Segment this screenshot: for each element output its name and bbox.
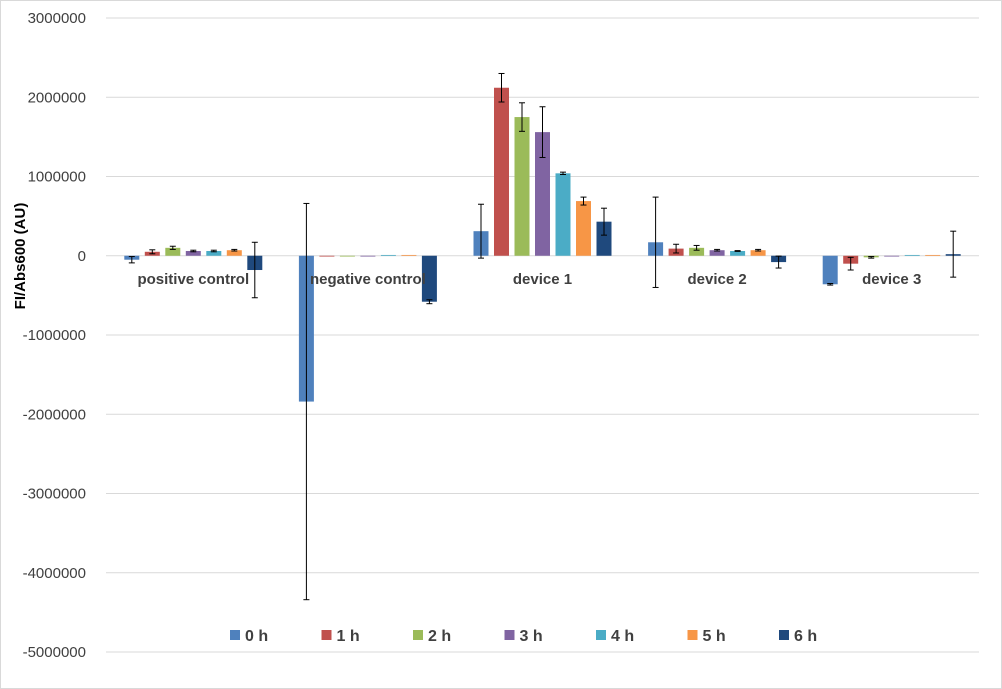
bar-negative-control-5h (401, 254, 417, 256)
legend-label: 4 h (611, 628, 634, 645)
bar-device-1-4h (555, 173, 571, 256)
error-bar (190, 249, 197, 253)
error-bar (560, 171, 566, 176)
bar-negative-control-2h (339, 255, 355, 257)
bar-device-1-3h (535, 132, 550, 256)
error-bar (775, 255, 782, 269)
error-bar (827, 282, 834, 286)
error-bar (673, 243, 680, 254)
bar-device-2-3h (709, 250, 725, 256)
legend-swatch (504, 630, 515, 640)
error-bar (652, 196, 659, 288)
legend-item: 6 h (779, 628, 817, 645)
y-axis-label: FI/Abs600 (AU) (12, 203, 29, 310)
legend-label: 5 h (703, 628, 726, 645)
bar-positive-control-5h (226, 250, 242, 256)
category-label: device 2 (687, 271, 746, 288)
legend-item: 5 h (687, 628, 726, 645)
legend-item: 3 h (504, 628, 543, 645)
error-bar (580, 196, 587, 206)
bar-device-1-6h (596, 221, 612, 256)
legend-swatch (321, 630, 332, 640)
y-tick-label: 2000000 (28, 89, 86, 106)
legend-item: 2 h (413, 628, 451, 645)
error-bar (128, 256, 135, 264)
error-bar (601, 207, 607, 236)
bar-negative-control-1h (319, 255, 335, 257)
error-bar (714, 248, 721, 252)
bar-device-1-2h (514, 117, 530, 256)
legend-swatch (596, 630, 606, 640)
error-bar (950, 230, 957, 278)
error-bar (303, 202, 310, 601)
error-bar (693, 244, 700, 251)
error-bar (231, 248, 238, 252)
legend-label: 2 h (428, 628, 451, 645)
y-tick-label: -3000000 (23, 486, 86, 503)
legend-label: 1 h (337, 628, 360, 645)
bar-device-3-4h (904, 254, 920, 256)
bar-positive-control-4h (206, 250, 222, 256)
y-tick-label: 3000000 (28, 10, 86, 27)
y-tick-label: -4000000 (23, 565, 86, 582)
error-bar (519, 102, 525, 132)
legend-swatch (230, 630, 240, 640)
error-bar (149, 249, 156, 255)
error-bar (847, 256, 854, 271)
legend-label: 6 h (794, 628, 817, 645)
legend-label: 3 h (520, 628, 543, 645)
category-label: negative control (310, 271, 426, 288)
legend: 0 h 1 h 2 h 3 h 4 h 5 h 6 h (230, 628, 817, 645)
y-tick-label: 1000000 (28, 169, 86, 186)
legend-swatch (779, 630, 789, 640)
bar-negative-control-3h (360, 255, 376, 257)
category-label: positive control (137, 271, 249, 288)
error-bar (539, 106, 546, 158)
error-bar (478, 203, 484, 259)
bar-device-2-2h (689, 247, 705, 256)
bar-device-1-1h (494, 87, 509, 256)
bar-positive-control-2h (165, 247, 181, 256)
category-labels: positive control negative control device 1… (137, 271, 921, 288)
error-bar (426, 299, 433, 305)
error-bar (755, 248, 762, 252)
bar-negative-control-6h (421, 255, 437, 302)
error-bar (210, 249, 217, 253)
bar-device-2-4h (730, 250, 746, 256)
error-bar (169, 245, 176, 250)
error-bars (128, 72, 957, 601)
y-tick-label: 0 (78, 248, 86, 265)
legend-item: 4 h (596, 628, 634, 645)
legend-item: 0 h (230, 628, 268, 645)
bar-device-3-3h (884, 255, 900, 257)
error-bar (734, 250, 741, 252)
bar-device-3-0h (822, 255, 838, 285)
legend-swatch (413, 630, 423, 640)
y-tick-label: -2000000 (23, 406, 86, 423)
error-bar (251, 241, 258, 299)
y-tick-label: -5000000 (23, 644, 86, 661)
legend-item: 1 h (321, 628, 360, 645)
category-label: device 1 (513, 271, 572, 288)
category-label: device 3 (862, 271, 921, 288)
error-bar (498, 72, 505, 103)
bar-device-3-5h (925, 254, 941, 256)
bar-positive-control-3h (185, 250, 201, 256)
y-axis-tick-labels: 3000000 2000000 1000000 0 -1000000 -2000000 -3… (23, 10, 86, 661)
bar-negative-control-4h (380, 254, 396, 256)
legend-swatch (687, 630, 698, 640)
error-bar (868, 256, 875, 259)
y-tick-label: -1000000 (23, 327, 86, 344)
legend-label: 0 h (245, 628, 268, 645)
bar-device-1-5h (576, 201, 591, 256)
bar-device-2-5h (750, 250, 766, 256)
